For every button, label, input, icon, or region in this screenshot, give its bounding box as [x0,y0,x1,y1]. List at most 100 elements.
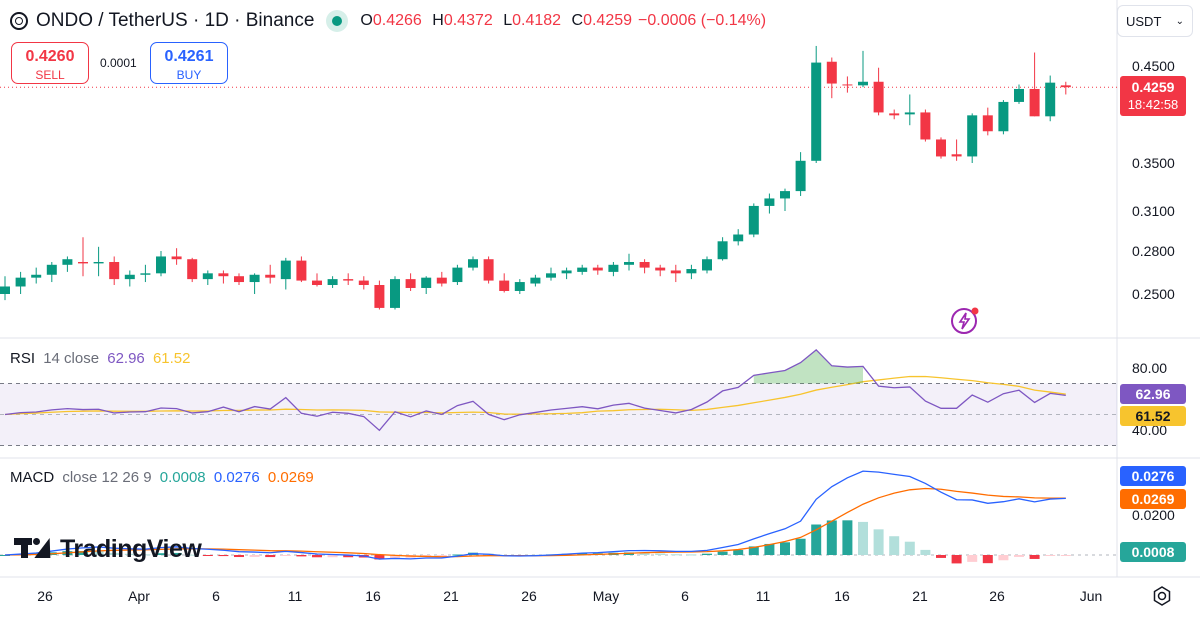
candle-body [873,81,884,113]
macd-histogram-bar [421,555,432,557]
candle-body [234,276,244,283]
macd-histogram-bar [811,524,822,555]
macd-histogram-bar [1014,555,1024,557]
sell-button[interactable]: 0.4260 SELL [11,42,89,84]
candle-body [795,160,806,192]
macd-histogram-bar [904,541,915,555]
macd-histogram-bar [967,555,978,562]
macd-histogram-bar [1060,555,1071,556]
macd-histogram-bar [156,553,166,555]
macd-histogram-bar [795,538,806,555]
candle-body [639,261,650,268]
macd-histogram-bar [296,555,307,557]
candle-body [265,274,276,278]
macd-histogram-bar [702,553,712,555]
candle-body [998,101,1009,132]
currency-select[interactable]: USDT ⌄ [1117,5,1193,37]
macd-histogram-bar [920,549,931,555]
settings-gear-icon[interactable] [1151,585,1173,607]
macd-legend[interactable]: MACD close 12 26 9 0.0008 0.0276 0.0269 [10,469,314,486]
macd-histogram-bar [327,555,338,558]
candle-body [31,274,42,278]
time-axis-label: 21 [912,588,928,604]
buy-button[interactable]: 0.4261 BUY [150,42,228,84]
macd-histogram-bar [265,555,276,558]
candle-body [592,267,603,271]
macd-histogram-bar [577,553,588,555]
candle-body [124,274,135,280]
candle-body [296,260,307,281]
candle-body [514,282,525,291]
macd-histogram-bar [124,553,135,555]
macd-histogram-bar [670,554,681,556]
candle-body [826,61,837,84]
rsi-legend[interactable]: RSI 14 close 62.96 61.52 [10,350,191,367]
candle-body [546,273,556,278]
time-axis-label: 16 [834,588,850,604]
candle-body [468,259,478,268]
macd-histogram-bar [858,521,868,555]
candle-body [202,273,213,280]
candle-body [858,81,868,86]
macd-histogram-bar [826,520,837,555]
macd-histogram-bar [717,551,728,555]
candle-body [436,277,447,284]
time-axis-label: Apr [128,588,150,604]
price-tick-label: 0.2500 [1132,286,1175,302]
candle-body [499,280,510,291]
candle-body [982,115,993,132]
candle-body [733,234,744,242]
candle-body [608,264,619,272]
macd-histogram-bar [936,555,946,558]
candle-body [171,256,182,260]
macd-histogram-bar [187,554,198,556]
macd-histogram-bar [780,542,790,555]
candle-body [78,261,88,264]
macd-histogram-bar [452,554,463,556]
macd-histogram-bar [374,555,385,560]
macd-histogram-bar [1045,555,1056,556]
macd-value-label: 0.0276 [1120,466,1186,486]
price-tick-label: 0.4500 [1132,58,1175,74]
price-change: −0.0006 (−0.14%) [638,12,767,29]
candle-body [343,279,354,281]
candle-body [904,112,915,115]
candle-body [1029,88,1040,117]
candle-body [218,273,229,277]
candle-body [702,259,712,271]
macd-histogram-bar [889,536,900,555]
price-tick-label: 0.3100 [1132,203,1175,219]
candle-body [156,256,166,274]
candle-body [920,112,931,140]
time-axis-label: 21 [443,588,459,604]
macd-histogram-bar [249,555,260,557]
ohlc-values: O0.4266 H0.4372 L0.4182 C0.4259 [360,12,633,29]
rsi-band [0,383,1117,446]
candle-body [483,259,494,281]
macd-histogram-bar [951,555,962,564]
candle-body [390,279,400,308]
candle-body [967,115,978,157]
symbol-title[interactable]: ONDO / TetherUS · 1D · Binance [36,10,315,31]
candle-body [452,267,463,283]
histogram-value-label: 0.0008 [1120,542,1186,562]
candle-body [1014,88,1024,102]
macd-histogram-bar [764,543,775,555]
lightning-icon[interactable] [950,306,980,336]
macd-histogram-bar [390,555,400,559]
macd-histogram-bar [639,552,650,555]
macd-histogram-bar [436,555,447,557]
last-price-label: 0.4259 18:42:58 [1120,76,1186,116]
candle-body [140,273,151,275]
candle-body [811,62,822,161]
candle-body [0,286,10,294]
macd-histogram-bar [982,555,993,564]
macd-histogram-bar [343,555,354,558]
macd-histogram-bar [733,549,744,555]
price-tick-label: 0.2800 [1132,243,1175,259]
rsi-ma-label: 61.52 [1120,406,1186,426]
tradingview-logo[interactable]: TradingView [14,534,202,564]
time-axis-label: 11 [756,588,771,604]
chevron-down-icon: ⌄ [1175,15,1184,27]
